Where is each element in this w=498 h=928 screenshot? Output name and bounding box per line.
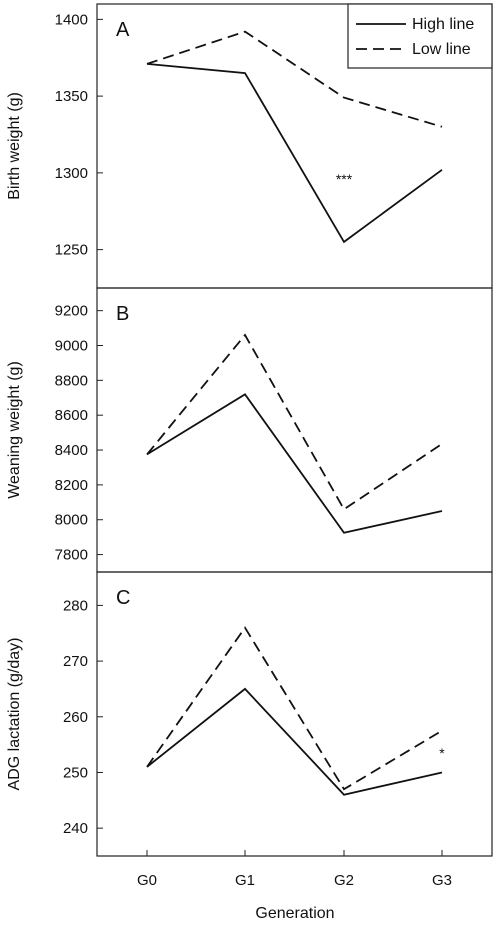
legend-label: High line — [412, 16, 474, 33]
x-tick-label: G2 — [334, 872, 354, 889]
y-axis-title: Birth weight (g) — [6, 92, 23, 200]
x-tick-label: G1 — [235, 872, 255, 889]
y-tick-label: 8000 — [55, 512, 88, 529]
y-tick-label: 8600 — [55, 407, 88, 424]
y-tick-label: 240 — [63, 820, 88, 837]
y-tick-label: 9000 — [55, 337, 88, 354]
y-tick-label: 8200 — [55, 477, 88, 494]
series-line-high-line — [146, 393, 443, 534]
series-line-low-line — [146, 30, 443, 128]
y-axis-title: ADG lactation (g/day) — [6, 638, 23, 791]
series-line-low-line — [146, 333, 443, 511]
panel-a: 1250 1300 1350 1400 Birth weight (g) A *** High… — [6, 3, 493, 289]
legend: High line Low line — [347, 3, 493, 69]
y-tick-label: 270 — [63, 653, 88, 670]
y-tick-label: 1250 — [55, 242, 88, 259]
x-axis-title: Generation — [255, 905, 334, 922]
y-tick-label: 7800 — [55, 547, 88, 564]
panel-letter: B — [116, 303, 129, 325]
y-tick-label: 8800 — [55, 372, 88, 389]
x-tick-label: G0 — [137, 872, 157, 889]
y-tick-label: 1300 — [55, 165, 88, 182]
panel-b: 7800 8000 8200 8400 8600 8800 9000 9200 Weaning … — [6, 287, 493, 573]
legend-box — [347, 3, 493, 69]
y-tick-label: 8400 — [55, 442, 88, 459]
y-tick-label: 280 — [63, 597, 88, 614]
series-line-high-line — [146, 63, 443, 244]
panel-letter: A — [116, 19, 130, 41]
y-tick-label: 260 — [63, 709, 88, 726]
series-line-high-line — [146, 687, 443, 796]
significance-marker: * — [439, 745, 445, 761]
panel-c: 240 250 260 270 280 ADG lactation (g/day) C * G0… — [6, 571, 493, 889]
y-tick-label: 1400 — [55, 11, 88, 28]
y-axis-title: Weaning weight (g) — [6, 361, 23, 499]
legend-label: Low line — [412, 41, 471, 58]
panels: 1250 1300 1350 1400 Birth weight (g) A *** High… — [6, 3, 493, 889]
plot-frame — [96, 571, 493, 857]
x-tick-label: G3 — [432, 872, 452, 889]
y-tick-label: 9200 — [55, 303, 88, 320]
panel-letter: C — [116, 587, 130, 609]
y-tick-label: 250 — [63, 764, 88, 781]
y-tick-label: 1350 — [55, 88, 88, 105]
significance-marker: *** — [336, 171, 353, 187]
series-line-low-line — [146, 626, 443, 791]
